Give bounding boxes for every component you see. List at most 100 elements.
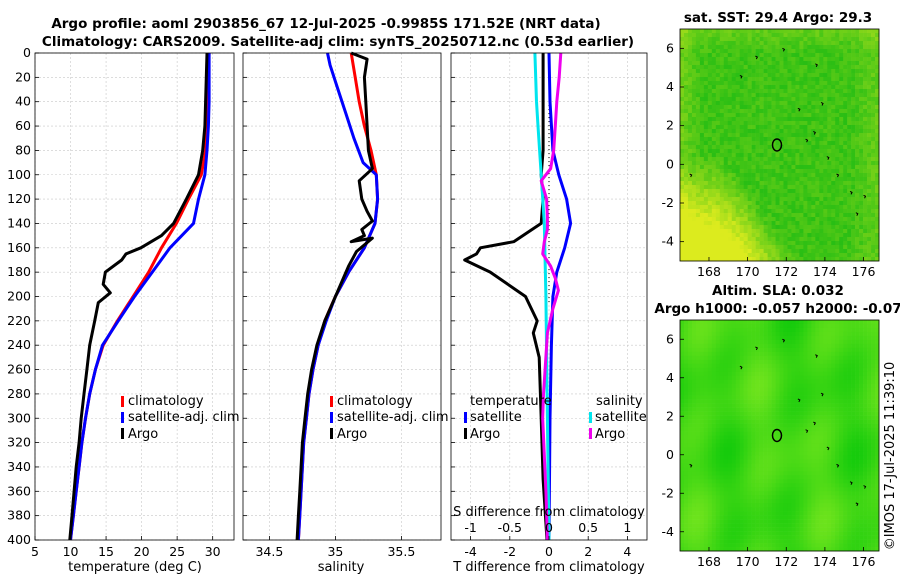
map-cell xyxy=(819,137,824,142)
map-cell xyxy=(723,185,729,190)
map-cell xyxy=(759,185,764,190)
map-cell xyxy=(843,455,848,460)
map-cell xyxy=(847,105,852,110)
map-cell xyxy=(863,253,868,258)
map-cell xyxy=(815,439,820,444)
map-cell xyxy=(775,53,780,58)
map-cell xyxy=(703,245,709,250)
map-cell xyxy=(811,97,816,102)
map-cell xyxy=(855,33,860,38)
map-cell xyxy=(863,347,868,353)
map-cell xyxy=(707,399,713,404)
map-cell xyxy=(680,57,685,62)
map-cell xyxy=(755,423,760,428)
map-cell xyxy=(763,29,768,34)
map-cell xyxy=(680,253,685,258)
map-cell xyxy=(751,331,756,337)
map-cell xyxy=(867,37,872,42)
map-cell xyxy=(711,197,717,202)
map-cell xyxy=(867,97,872,102)
map-cell xyxy=(759,133,764,138)
map-cell xyxy=(715,125,721,130)
map-cell xyxy=(727,81,733,86)
map-cell xyxy=(815,257,820,262)
map-cell xyxy=(787,41,792,46)
map-cell xyxy=(739,411,744,416)
map-cell xyxy=(723,375,729,381)
map-cell xyxy=(683,225,689,230)
map-cell xyxy=(859,45,864,50)
map-cell xyxy=(763,65,768,70)
map-cell xyxy=(875,53,880,58)
map-cell xyxy=(835,323,840,329)
map-cell xyxy=(847,323,852,329)
map-cell xyxy=(727,141,733,146)
map-cell xyxy=(759,253,764,258)
map-cell xyxy=(875,395,880,400)
map-cell xyxy=(727,77,733,82)
map-cell xyxy=(711,371,717,377)
map-cell xyxy=(811,335,816,341)
map-cell xyxy=(799,427,804,432)
map-cell xyxy=(691,407,697,412)
map-cell xyxy=(695,117,701,122)
map-cell xyxy=(791,335,796,341)
map-cell xyxy=(755,451,760,456)
map-cell xyxy=(715,451,721,456)
map-cell xyxy=(711,245,717,250)
map-cell xyxy=(771,177,776,182)
map-cell xyxy=(695,225,701,230)
map-cell xyxy=(831,29,836,34)
map-cell xyxy=(747,193,752,198)
map-cell xyxy=(711,29,717,34)
map-cell xyxy=(703,177,709,182)
map-cell xyxy=(859,351,864,357)
legend-swatch-satellite xyxy=(330,412,333,423)
map-cell xyxy=(683,411,689,416)
map-cell xyxy=(683,117,689,122)
map-cell xyxy=(707,101,713,106)
map-cell xyxy=(815,41,820,46)
map-cell xyxy=(683,193,689,198)
map-cell xyxy=(739,165,744,170)
map-cell xyxy=(695,447,701,452)
map-cell xyxy=(727,177,733,182)
map-cell xyxy=(727,253,733,258)
map-cell xyxy=(783,213,788,218)
map-cell xyxy=(751,327,756,333)
map-cell xyxy=(851,173,856,178)
map-cell xyxy=(863,101,868,106)
map-cell xyxy=(711,347,717,353)
map-cell xyxy=(779,201,784,206)
map-cell xyxy=(803,395,808,400)
map-cell xyxy=(727,245,733,250)
map-cell xyxy=(747,249,752,254)
map-cell xyxy=(711,129,717,134)
map-cell xyxy=(775,355,780,361)
map-cell xyxy=(795,209,800,214)
map-cell xyxy=(751,61,756,66)
map-cell xyxy=(691,69,697,74)
map-cell xyxy=(815,57,820,62)
map-cell xyxy=(715,375,721,381)
map-cell xyxy=(711,193,717,198)
map-cell xyxy=(703,173,709,178)
map-cell xyxy=(803,101,808,106)
map-cell xyxy=(811,367,816,373)
map-cell xyxy=(707,89,713,94)
map-cell xyxy=(699,125,705,130)
map-cell xyxy=(847,371,852,377)
map-cell xyxy=(855,197,860,202)
map-cell xyxy=(855,161,860,166)
map-cell xyxy=(767,89,772,94)
map-cell xyxy=(687,237,693,242)
map-cell xyxy=(743,320,748,325)
map-cell xyxy=(727,61,733,66)
salinity-legend: climatology satellite-adj. clim Argo xyxy=(330,394,449,442)
map-cell xyxy=(695,37,701,42)
map-cell xyxy=(871,339,876,345)
map-cell xyxy=(815,423,820,428)
map-cell xyxy=(735,201,740,206)
map-cell xyxy=(695,387,701,392)
map-cell xyxy=(751,391,756,396)
